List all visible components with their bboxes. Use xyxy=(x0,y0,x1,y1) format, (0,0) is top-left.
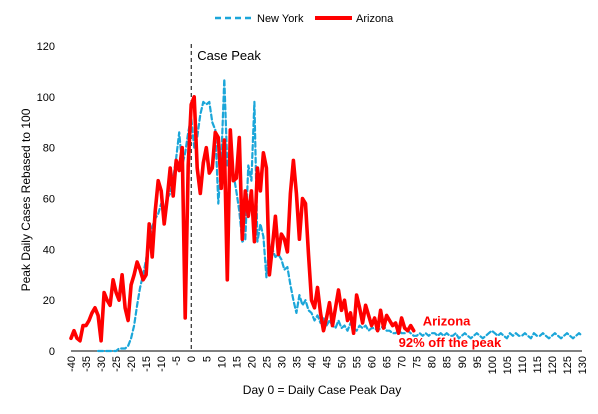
x-tick-label: 105 xyxy=(502,356,514,374)
x-tick-label: 25 xyxy=(261,356,273,368)
y-tick-label: 0 xyxy=(49,346,55,358)
x-tick-label: 60 xyxy=(367,356,379,368)
y-tick-label: 20 xyxy=(43,295,55,307)
x-tick-label: 70 xyxy=(397,356,409,368)
y-tick-label: 80 xyxy=(43,143,55,155)
legend-label-arizona: Arizona xyxy=(356,13,394,25)
x-tick-label: 15 xyxy=(231,356,243,368)
legend: New York Arizona xyxy=(215,13,394,25)
series-line-new-york xyxy=(97,77,584,353)
x-axis-title: Day 0 = Daily Case Peak Day xyxy=(243,383,401,397)
x-tick-label: 125 xyxy=(562,356,574,374)
case-peak-label: Case Peak xyxy=(197,48,261,63)
series-layer xyxy=(69,77,584,353)
x-tick-label: -25 xyxy=(111,356,123,372)
x-tick-label: -5 xyxy=(171,356,183,366)
x-tick-label: 50 xyxy=(337,356,349,368)
x-tick-label: 95 xyxy=(472,356,484,368)
x-tick-label: 120 xyxy=(547,356,559,374)
x-tick-labels: -40 -35 -30 -25 -20 -15 -10 -5 0 5 10 15 20 25 30 35 40 4… xyxy=(66,356,589,374)
y-tick-label: 100 xyxy=(37,92,55,104)
x-tick-label: 110 xyxy=(517,356,529,374)
x-tick-label: 40 xyxy=(306,356,318,368)
x-tick-label: 130 xyxy=(577,356,589,374)
x-tick-label: 5 xyxy=(201,356,213,362)
y-tick-label: 40 xyxy=(43,244,55,256)
x-tick-label: -30 xyxy=(96,356,108,372)
x-tick-label: -35 xyxy=(81,356,93,372)
x-tick-label: 100 xyxy=(487,356,499,374)
pct-off-peak-annotation: 92% off the peak xyxy=(399,335,502,350)
series-line-arizona xyxy=(69,95,416,343)
x-tick-label: 115 xyxy=(532,356,544,374)
y-tick-label: 120 xyxy=(37,41,55,53)
x-tick-label: 85 xyxy=(442,356,454,368)
x-tick-label: 80 xyxy=(427,356,439,368)
x-tick-label: -10 xyxy=(156,356,168,372)
y-tick-label: 60 xyxy=(43,194,55,206)
x-tick-label: 45 xyxy=(322,356,334,368)
x-tick-label: 0 xyxy=(186,356,198,362)
x-tick-label: -20 xyxy=(126,356,138,372)
x-tick-label: -15 xyxy=(141,356,153,372)
x-tick-label: 75 xyxy=(412,356,424,368)
x-tick-label: -40 xyxy=(66,356,78,372)
y-tick-labels: 0 20 40 60 80 100 120 xyxy=(37,41,55,358)
x-tick-label: 35 xyxy=(291,356,303,368)
legend-label-new-york: New York xyxy=(257,13,304,25)
x-tick-label: 20 xyxy=(246,356,258,368)
x-tick-label: 65 xyxy=(382,356,394,368)
x-tick-label: 10 xyxy=(216,356,228,368)
y-axis-title: Peak Daily Cases Rebased to 100 xyxy=(19,108,33,291)
x-tick-label: 30 xyxy=(276,356,288,368)
arizona-annotation: Arizona xyxy=(423,314,471,329)
x-tick-label: 90 xyxy=(457,356,469,368)
x-tick-label: 55 xyxy=(352,356,364,368)
